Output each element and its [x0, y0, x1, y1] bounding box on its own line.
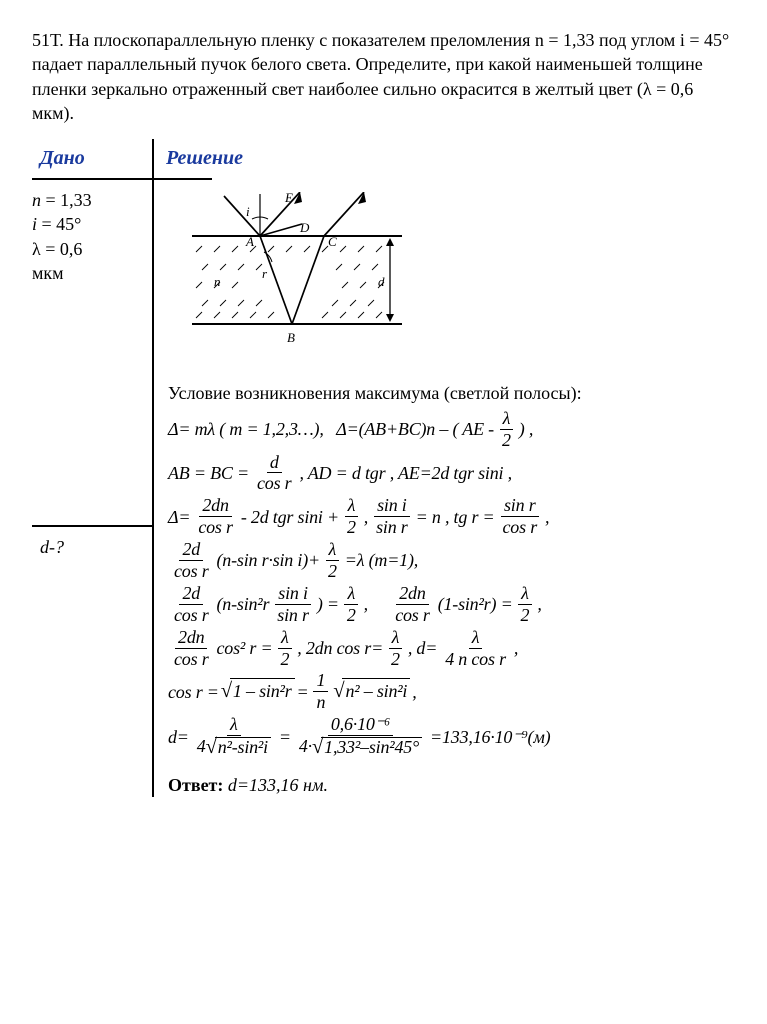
svg-text:i: i — [246, 204, 250, 219]
solution-intro: Условие возникновения максимума (светлой… — [168, 381, 735, 405]
lambda-label: λ — [32, 239, 41, 259]
problem-statement: 51Т. На плоскопараллельную пленку с пока… — [32, 28, 735, 125]
lambda-unit: мкм — [32, 261, 144, 285]
given-block: n = 1,33 i = 45° λ = 0,6 мкм — [32, 180, 152, 525]
svg-text:n: n — [214, 274, 221, 289]
lambda-value: 0,6 — [60, 239, 83, 259]
thin-film-diagram: i E D A C B n r d — [182, 192, 735, 363]
heading-reshenie: Решение — [154, 139, 735, 178]
svg-text:C: C — [328, 234, 337, 249]
svg-text:A: A — [245, 234, 254, 249]
eq-1: Δ= mλ ( m = 1,2,3…), Δ=(AB+BC)n – ( AE -… — [168, 409, 735, 450]
i-label: i — [32, 214, 37, 234]
solution-block: i E D A C B n r d Условие возникновения … — [154, 180, 735, 797]
svg-text:d: d — [378, 274, 385, 289]
n-value: 1,33 — [60, 190, 92, 210]
n-label: n — [32, 190, 41, 210]
eq-3: Δ= 2dncos r - 2d tgr sini + λ2 , sin isi… — [168, 496, 735, 537]
content-grid: Дано Решение n = 1,33 i = 45° λ = 0,6 мк… — [32, 139, 735, 797]
i-value: 45° — [56, 214, 81, 234]
eq-4: 2dcos r (n-sin r·sin i)+ λ2 =λ (m=1), — [168, 540, 735, 581]
heading-dano: Дано — [32, 139, 152, 178]
eq-7: cos r = √1 – sin²r = 1n √n² – sin²i , — [168, 671, 735, 712]
svg-text:r: r — [262, 266, 268, 281]
svg-text:D: D — [299, 220, 310, 235]
answer-line: Ответ: d=133,16 нм. — [168, 773, 735, 797]
unknown: d-? — [32, 527, 152, 797]
eq-5: 2dcos r (n-sin²r sin isin r ) = λ2 , 2dn… — [168, 584, 735, 625]
eq-8: d= λ 4√n²-sin²i = 0,6·10⁻⁶ 4·√1,33²–sin²… — [168, 715, 735, 759]
svg-text:E: E — [284, 192, 293, 205]
eq-6: 2dncos r cos² r = λ2 , 2dn cos r= λ2 , d… — [168, 628, 735, 669]
svg-text:B: B — [287, 330, 295, 345]
eq-2: AB = BC = dcos r , AD = d tgr , AE=2d tg… — [168, 453, 735, 494]
